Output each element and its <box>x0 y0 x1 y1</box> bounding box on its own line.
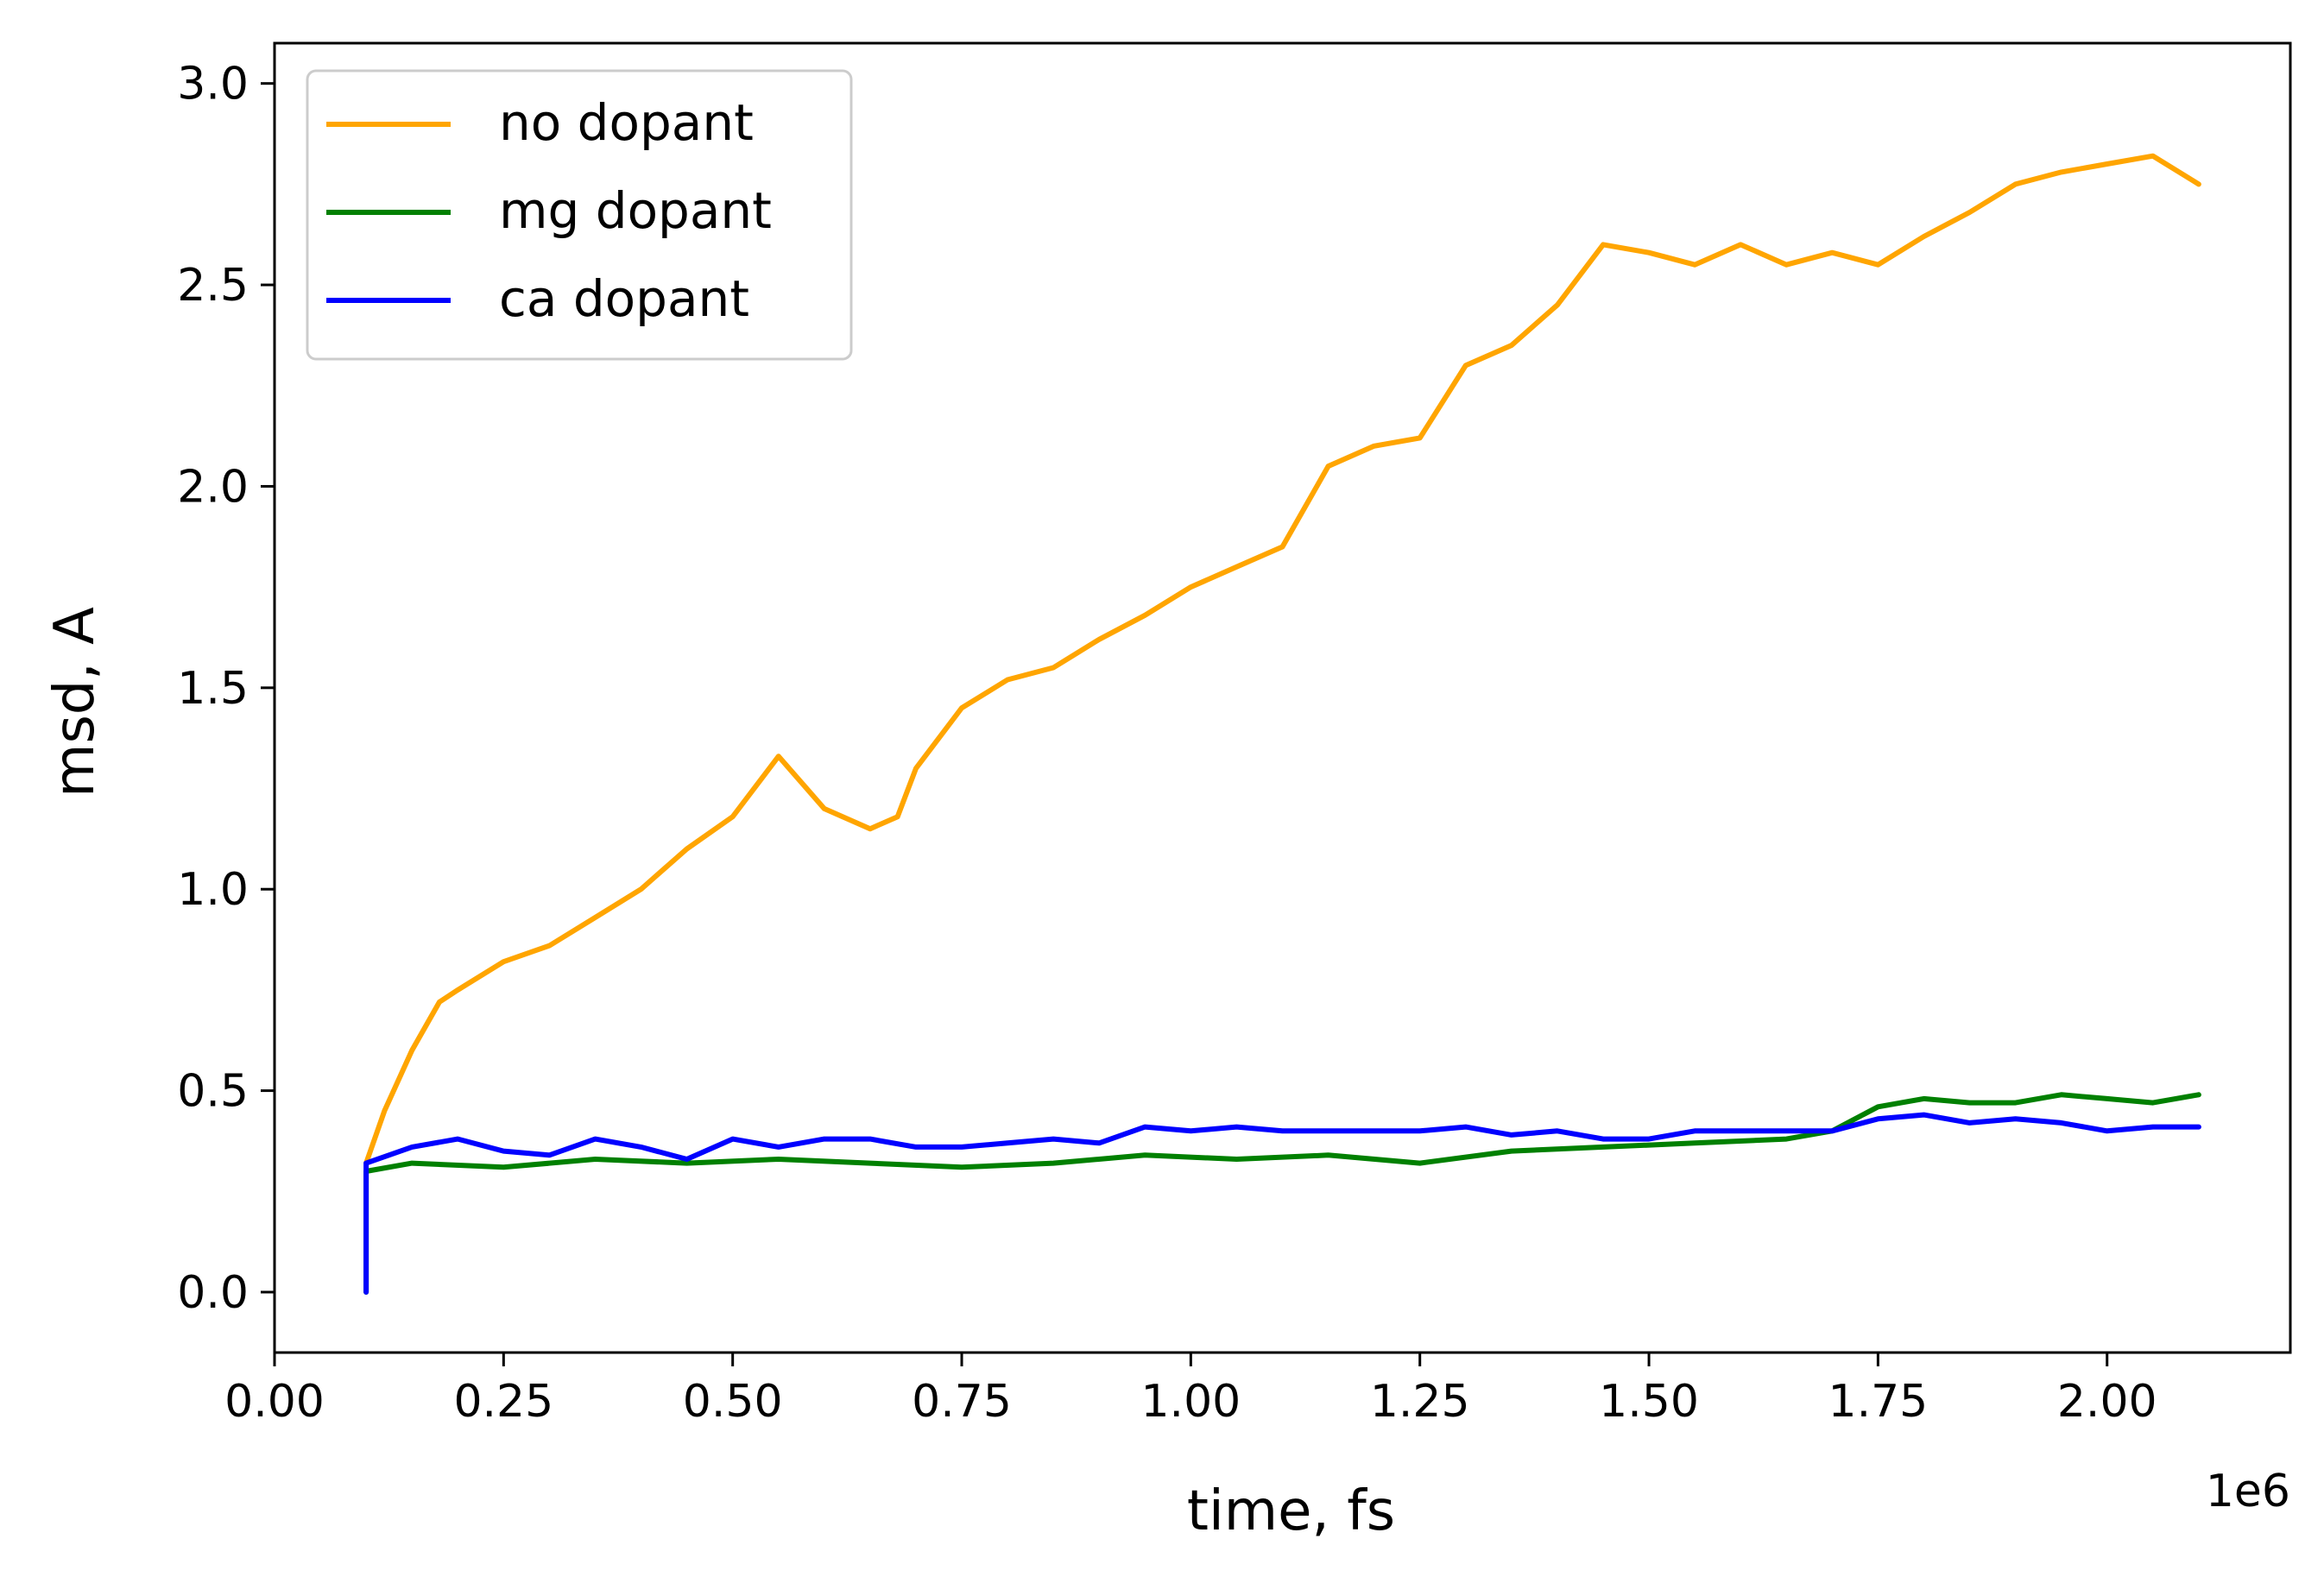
y-tick-label: 0.5 <box>177 1066 249 1118</box>
x-tick-label: 0.25 <box>453 1376 553 1428</box>
x-tick-label: 2.00 <box>2057 1376 2157 1428</box>
series-line-1 <box>363 153 2201 1166</box>
legend-label: no dopant <box>499 93 754 152</box>
y-tick-label: 1.5 <box>177 663 249 715</box>
legend-label: mg dopant <box>499 181 772 240</box>
series-line-3 <box>363 1112 2201 1295</box>
x-tick-label: 1.75 <box>1828 1376 1928 1428</box>
x-tick-label: 0.00 <box>224 1376 325 1428</box>
x-tick-label: 1.50 <box>1599 1376 1699 1428</box>
y-tick-label: 1.0 <box>177 864 249 916</box>
x-tick-label: 1.25 <box>1370 1376 1470 1428</box>
x-axis-ticks: 0.00 0.25 0.50 0.75 1.00 1.25 1.50 1.75 2.00 <box>224 1353 2157 1428</box>
legend-label: ca dopant <box>499 269 749 328</box>
series-line-2 <box>363 1092 2201 1295</box>
y-tick-label: 2.0 <box>177 461 249 513</box>
legend-box <box>306 69 853 361</box>
x-axis-label: time, fs <box>1187 1479 1395 1543</box>
plot-lines <box>363 153 2201 1295</box>
x-tick-label: 1.00 <box>1140 1376 1241 1428</box>
x-tick-label: 0.50 <box>683 1376 783 1428</box>
x-tick-label: 0.75 <box>912 1376 1012 1428</box>
y-tick-label: 3.0 <box>177 59 249 110</box>
legend: no dopant mg dopant ca dopant <box>306 69 853 361</box>
y-axis-label: msd, A <box>43 607 107 798</box>
x-axis-offset-label: 1e6 <box>2206 1466 2290 1517</box>
y-tick-label: 2.5 <box>177 260 249 312</box>
y-axis-ticks: 0.0 0.5 1.0 1.5 2.0 2.5 3.0 <box>177 59 275 1319</box>
y-tick-label: 0.0 <box>177 1267 249 1319</box>
plot-frame <box>273 41 2292 1354</box>
